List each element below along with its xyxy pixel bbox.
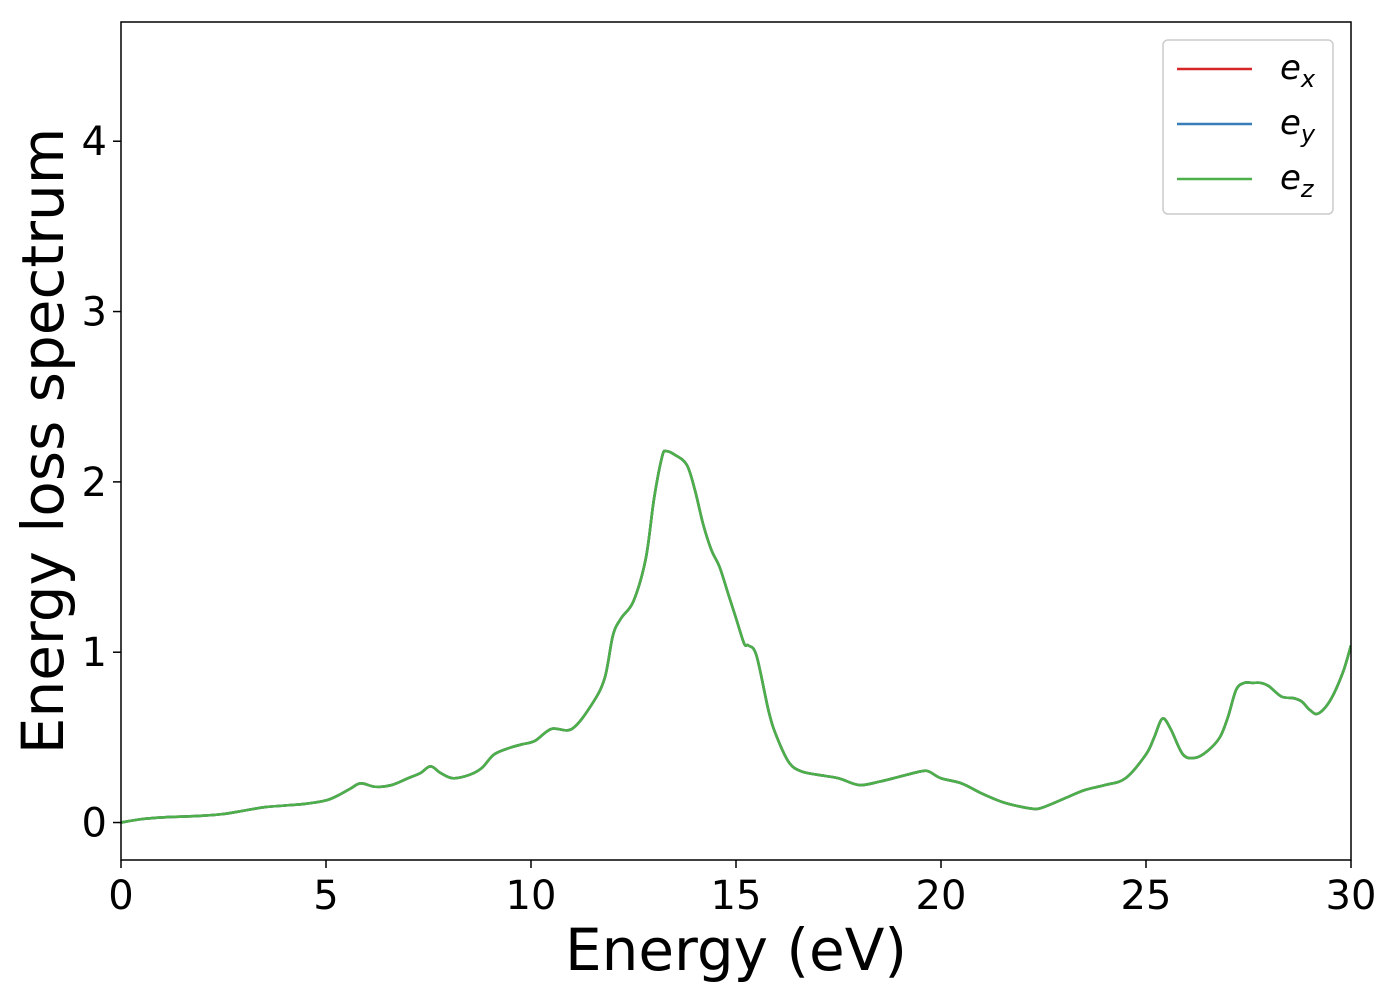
series-line-ey bbox=[121, 449, 1351, 824]
x-tick-label: 25 bbox=[1121, 873, 1172, 919]
y-tick-label: 3 bbox=[82, 290, 107, 336]
x-tick-label: 0 bbox=[108, 873, 133, 919]
x-tick-label: 20 bbox=[916, 873, 967, 919]
x-tick-label: 15 bbox=[711, 873, 762, 919]
y-tick-label: 4 bbox=[82, 119, 107, 165]
x-tick-label: 5 bbox=[313, 873, 338, 919]
y-axis-label: Energy loss spectrum bbox=[9, 128, 77, 754]
series-line-ex bbox=[121, 449, 1351, 824]
legend-label-ez: ez bbox=[1280, 158, 1315, 203]
series-line-ez bbox=[121, 449, 1351, 824]
series-layer bbox=[121, 449, 1351, 824]
x-axis-label: Energy (eV) bbox=[565, 916, 907, 984]
y-tick-label: 2 bbox=[82, 460, 107, 506]
y-tick-label: 1 bbox=[82, 630, 107, 676]
y-axis-ticks: 0 1 2 3 4 bbox=[82, 119, 121, 847]
y-tick-label: 0 bbox=[82, 801, 107, 847]
x-axis-ticks: 0 5 10 15 20 25 30 bbox=[108, 860, 1376, 919]
x-tick-label: 30 bbox=[1326, 873, 1377, 919]
legend: ex ey ez bbox=[1162, 39, 1334, 215]
x-tick-label: 10 bbox=[506, 873, 557, 919]
legend-label-ey: ey bbox=[1280, 103, 1316, 148]
legend-box bbox=[1162, 39, 1334, 215]
legend-label-ex: ex bbox=[1280, 48, 1316, 93]
